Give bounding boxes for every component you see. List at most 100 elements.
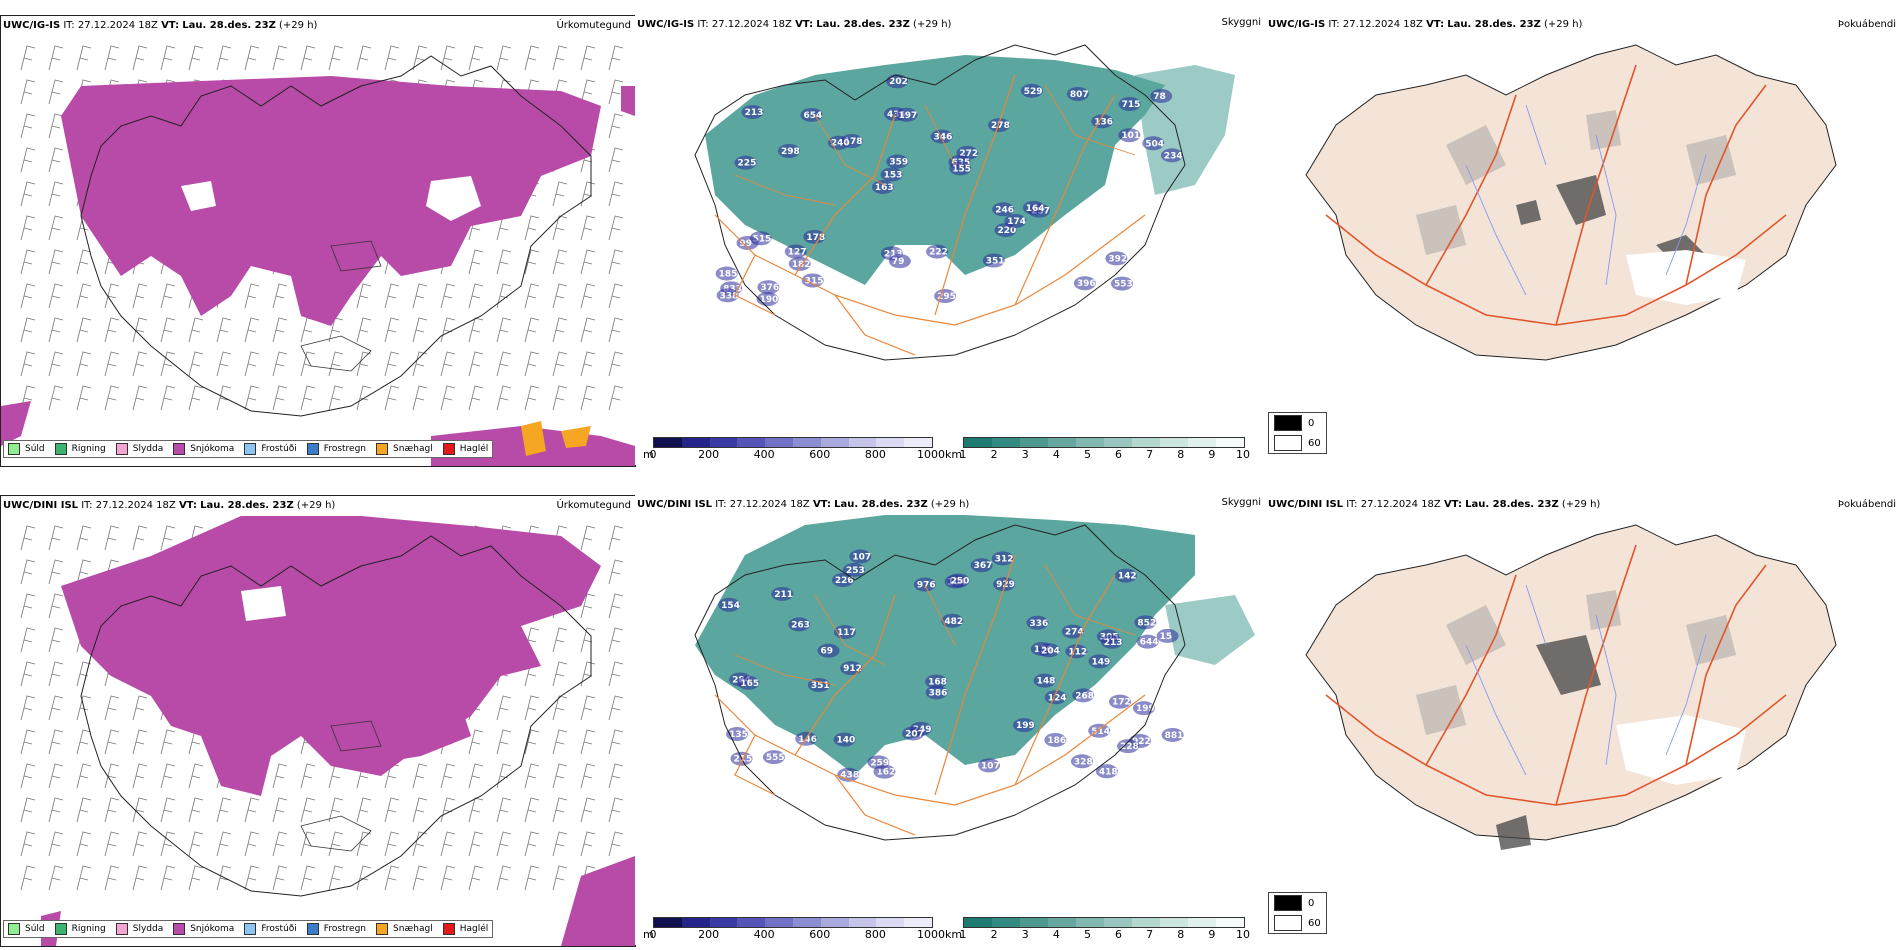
wind-barb bbox=[609, 628, 623, 652]
wind-barb bbox=[245, 832, 259, 856]
ceiling-label: 250 bbox=[951, 577, 970, 587]
ceiling-label: 654 bbox=[803, 111, 822, 121]
wind-barb bbox=[329, 866, 343, 890]
colorbar-tick: 10 bbox=[1236, 928, 1250, 941]
wind-barb bbox=[49, 730, 63, 754]
colorbar-step bbox=[682, 438, 710, 447]
wind-barb bbox=[161, 46, 175, 70]
wind-barb bbox=[497, 46, 511, 70]
wind-barb bbox=[525, 352, 539, 376]
colorbar-tick: 800 bbox=[865, 928, 886, 941]
wind-barb bbox=[161, 318, 175, 342]
wind-barb bbox=[469, 284, 483, 308]
wind-barb bbox=[21, 696, 35, 720]
fog-legend-row-1: 60 bbox=[1269, 913, 1326, 933]
wind-barb bbox=[609, 526, 623, 550]
colorbar-step bbox=[904, 918, 932, 927]
wind-barb bbox=[49, 386, 63, 410]
wind-barb bbox=[77, 526, 91, 550]
ceiling-label: 211 bbox=[774, 590, 793, 600]
wind-barb bbox=[77, 46, 91, 70]
colorbar-step bbox=[737, 918, 765, 927]
wind-barb bbox=[441, 284, 455, 308]
colorbar-tick: 200 bbox=[698, 448, 719, 461]
wind-barb bbox=[609, 352, 623, 376]
wind-barb bbox=[609, 148, 623, 172]
colorbar-tick: 4 bbox=[1053, 448, 1060, 461]
wind-barb bbox=[49, 182, 63, 206]
colorbar-step bbox=[1076, 438, 1104, 447]
wind-barb bbox=[581, 216, 595, 240]
wind-barb bbox=[385, 284, 399, 308]
wind-barb bbox=[609, 594, 623, 618]
wind-barb bbox=[133, 866, 147, 890]
fog-legend-value: 60 bbox=[1308, 918, 1321, 929]
legend-swatch bbox=[173, 443, 185, 455]
wind-barb bbox=[273, 764, 287, 788]
ceiling-label: 207 bbox=[905, 729, 924, 739]
wind-barb bbox=[497, 250, 511, 274]
wind-barb bbox=[105, 730, 119, 754]
wind-barb bbox=[21, 662, 35, 686]
wind-barb bbox=[77, 730, 91, 754]
ceiling-label: 185 bbox=[719, 270, 738, 280]
ceiling-label: 172 bbox=[1112, 698, 1131, 708]
legend-label: Frostúði bbox=[261, 444, 296, 454]
wind-barb bbox=[77, 284, 91, 308]
wind-barb bbox=[581, 386, 595, 410]
legend-label: Snæhagl bbox=[393, 444, 433, 454]
legend-item-0: Súld bbox=[8, 443, 45, 455]
colorbar-step bbox=[904, 438, 932, 447]
visibility-map-graphic: 5532257151632783764343465151781851821972… bbox=[635, 15, 1265, 465]
wind-barb bbox=[609, 182, 623, 206]
wind-barb bbox=[469, 832, 483, 856]
colorbar-tick: 0 bbox=[650, 448, 657, 461]
wind-barb bbox=[553, 386, 567, 410]
ceiling-label: 396 bbox=[1077, 279, 1096, 289]
wind-barb bbox=[273, 386, 287, 410]
visibility-map-dini: UWC/DINI ISL IT: 27.12.2024 18Z VT: Lau.… bbox=[635, 495, 1265, 945]
colorbar-tick: 800 bbox=[865, 448, 886, 461]
colorbar-tick: 5 bbox=[1084, 928, 1091, 941]
wind-barb bbox=[49, 560, 63, 584]
wind-barb bbox=[441, 866, 455, 890]
ceiling-label: 15 bbox=[1160, 632, 1173, 642]
ceiling-label: 186 bbox=[1047, 736, 1066, 746]
ceiling-colorbar-ramp bbox=[653, 917, 933, 928]
ceiling-label: 204 bbox=[1041, 646, 1060, 656]
ceiling-label: 359 bbox=[889, 158, 908, 168]
wind-barb bbox=[525, 764, 539, 788]
visibility-colorbar-ramp bbox=[963, 917, 1245, 928]
wind-barb bbox=[553, 662, 567, 686]
ceiling-label: 376 bbox=[760, 283, 779, 293]
colorbar-tick: 1000 bbox=[917, 448, 945, 461]
wind-barb bbox=[609, 284, 623, 308]
wind-barb bbox=[469, 730, 483, 754]
colorbar-tick: 4 bbox=[1053, 928, 1060, 941]
wind-barb bbox=[21, 866, 35, 890]
wind-barb bbox=[329, 352, 343, 376]
wind-barb bbox=[553, 866, 567, 890]
legend-swatch bbox=[173, 923, 185, 935]
colorbar-tick: 10 bbox=[1236, 448, 1250, 461]
wind-barb bbox=[133, 284, 147, 308]
wind-barb bbox=[245, 866, 259, 890]
colorbar-tick: 5 bbox=[1084, 448, 1091, 461]
wind-barb bbox=[189, 798, 203, 822]
ceiling-label: 107 bbox=[981, 761, 1000, 771]
fog-legend-row-1: 60 bbox=[1269, 433, 1326, 453]
wind-barb bbox=[497, 832, 511, 856]
wind-barb bbox=[77, 386, 91, 410]
wind-barb bbox=[105, 318, 119, 342]
wind-barb bbox=[553, 798, 567, 822]
ceiling-label: 124 bbox=[1048, 693, 1067, 703]
colorbar-step bbox=[710, 918, 738, 927]
wind-barb bbox=[161, 284, 175, 308]
wind-barb bbox=[245, 352, 259, 376]
wind-barb bbox=[301, 764, 315, 788]
ceiling-label: 644 bbox=[1140, 638, 1159, 648]
precip-type-legend: Súld Rigning Slydda Snjókoma Frostúði Frostre… bbox=[3, 920, 493, 938]
wind-barb bbox=[273, 352, 287, 376]
wind-barb bbox=[49, 628, 63, 652]
wind-barb bbox=[329, 46, 343, 70]
